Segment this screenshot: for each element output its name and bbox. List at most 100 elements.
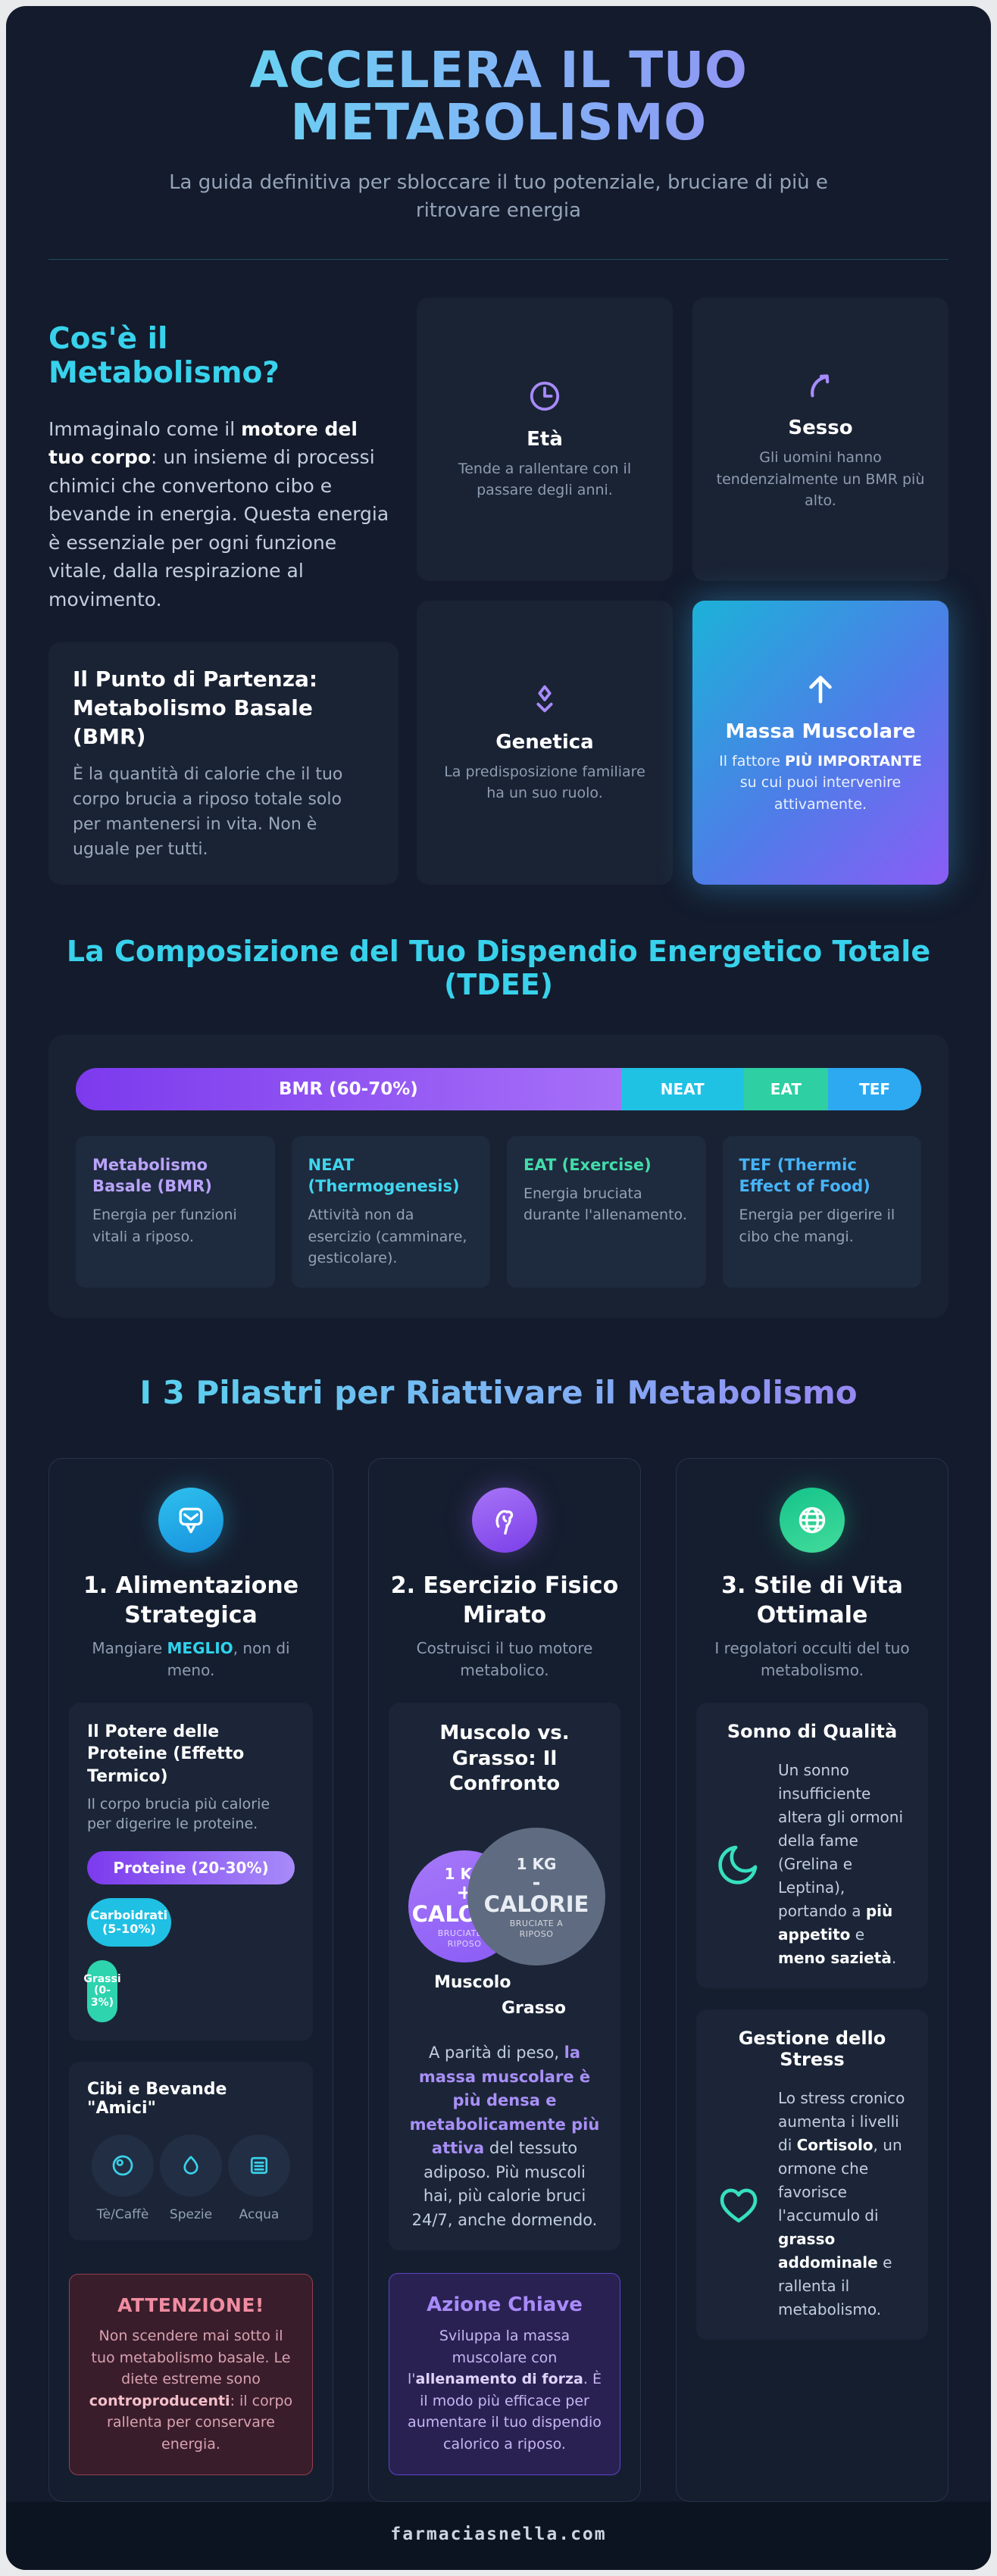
sleep-body-part: . xyxy=(891,1948,897,1967)
pill-carboidrati: Carboidrati (5-10%) xyxy=(87,1898,171,1947)
factor-title: Sesso xyxy=(788,417,853,440)
page-subtitle: La guida definitiva per sbloccare il tuo… xyxy=(169,170,828,223)
compare-body: A parità di peso, la massa muscolare è p… xyxy=(407,2041,602,2232)
spice-icon xyxy=(160,2134,222,2197)
factor-body: Tende a rallentare con il passare degli … xyxy=(458,460,632,499)
factor-card-eta: Età Tende a rallentare con il passare de… xyxy=(417,297,673,582)
intro-paragraph-bold: motore del tuo corpo xyxy=(48,417,358,469)
stress-title: Gestione dello Stress xyxy=(738,2027,886,2070)
page-title: ACCELERA IL TUO METABOLISMO xyxy=(48,44,949,149)
fat-sign: - xyxy=(532,1871,541,1894)
tdee-stacked-bar: BMR (60-70%) NEAT EAT TEF xyxy=(76,1067,921,1110)
footer: farmaciasnella.com xyxy=(6,2502,991,2571)
pillar-esercizio: 2. Esercizio Fisico Mirato Costruisci il… xyxy=(368,1457,641,2503)
stress-body-bold: grasso addominale xyxy=(778,2229,878,2272)
tdee-definitions: Metabolismo Basale (BMR) Energia per fun… xyxy=(76,1135,921,1288)
tdee-def-title: NEAT (Thermogenesis) xyxy=(308,1155,460,1195)
water-list-icon xyxy=(228,2134,290,2197)
tdee-heading: La Composizione del Tuo Dispendio Energe… xyxy=(66,934,931,1001)
compare-title: Muscolo vs. Grasso: Il Confronto xyxy=(439,1721,570,1796)
tdee-card: BMR (60-70%) NEAT EAT TEF Metabolismo Ba… xyxy=(48,1034,949,1318)
friend-label: Spezie xyxy=(169,2207,213,2223)
bmr-card: Il Punto di Partenza: Metabolismo Basale… xyxy=(48,642,398,885)
clock-icon xyxy=(527,378,562,414)
moon-icon xyxy=(714,1841,763,1888)
arrow-up-icon xyxy=(803,670,838,707)
food-bowl-icon xyxy=(158,1487,223,1553)
factor-card-massa-muscolare: Massa Muscolare Il fattore PIÙ IMPORTANT… xyxy=(692,601,949,885)
warning-body-part: Non scendere mai sotto il tuo metabolism… xyxy=(91,2328,291,2388)
warning-body-bold: controproducenti xyxy=(89,2392,230,2409)
sleep-title: Sonno di Qualità xyxy=(727,1720,898,1742)
factor-body-part: Il fattore xyxy=(719,752,785,770)
tdee-def-neat: NEAT (Thermogenesis) Attività non da ese… xyxy=(291,1135,490,1288)
friends-row: Tè/Caffè Spezie Acqua xyxy=(87,2134,295,2222)
heart-icon xyxy=(714,2181,763,2228)
compare-body-part: A parità di peso, xyxy=(428,2044,564,2062)
pillar-subtitle-part: , non di meno. xyxy=(167,1638,290,1679)
tdee-def-body: Energia per digerire il cibo che mangi. xyxy=(739,1207,895,1245)
stress-body: Lo stress cronico aumenta i livelli di C… xyxy=(778,2087,910,2322)
stress-row: Lo stress cronico aumenta i livelli di C… xyxy=(714,2087,910,2322)
spacer xyxy=(69,2240,313,2262)
pillar-subtitle: Costruisci il tuo motore metabolico. xyxy=(416,1638,593,1679)
pillar-title: 1. Alimentazione Strategica xyxy=(83,1572,299,1628)
tdee-def-title: TEF (Thermic Effect of Food) xyxy=(739,1155,870,1195)
factor-title: Età xyxy=(527,427,563,451)
intro-paragraph: Immaginalo come il motore del tuo corpo:… xyxy=(48,415,398,614)
friends-card-title: Cibi e Bevande "Amici" xyxy=(87,2080,227,2119)
muscle-label: Muscolo xyxy=(434,1973,511,1993)
tdee-def-body: Energia bruciata durante l'allenamento. xyxy=(524,1185,687,1224)
coffee-cup-icon xyxy=(92,2134,154,2197)
tdee-def-body: Energia per funzioni vitali a riposo. xyxy=(92,1207,237,1245)
tdee-def-body: Attività non da esercizio (camminare, ge… xyxy=(308,1207,467,1267)
sleep-body-part: e xyxy=(850,1925,865,1944)
tdee-def-eat: EAT (Exercise) Energia bruciata durante … xyxy=(507,1135,706,1288)
action-title: Azione Chiave xyxy=(427,2293,583,2317)
pillar-subtitle: I regolatori occulti del tuo metabolismo… xyxy=(714,1638,910,1679)
gender-icon xyxy=(803,367,838,403)
sleep-body: Un sonno insufficiente altera gli ormoni… xyxy=(778,1759,910,1970)
tdee-def-title: EAT (Exercise) xyxy=(524,1155,652,1174)
friend-label: Acqua xyxy=(239,2207,280,2223)
pillar-title: 2. Esercizio Fisico Mirato xyxy=(390,1572,619,1628)
bmr-card-body: È la quantità di calorie che il tuo corp… xyxy=(73,764,343,859)
warning-title: ATTENZIONE! xyxy=(117,2294,264,2317)
pillar-stile-di-vita: 3. Stile di Vita Ottimale I regolatori o… xyxy=(676,1457,949,2503)
friend-acqua: Acqua xyxy=(225,2134,293,2222)
pillar-subtitle: Mangiare MEGLIO, non di meno. xyxy=(69,1638,313,1681)
protein-card-body: Il corpo brucia più calorie per digerire… xyxy=(87,1795,270,1833)
sleep-body-bold: meno sazietà xyxy=(778,1948,892,1967)
fat-kg: 1 KG xyxy=(516,1854,557,1873)
tdee-segment-eat: EAT xyxy=(743,1067,829,1110)
friend-spezie: Spezie xyxy=(157,2134,225,2222)
tdee-segment-neat: NEAT xyxy=(620,1067,744,1110)
tdee-def-bmr: Metabolismo Basale (BMR) Energia per fun… xyxy=(76,1135,275,1288)
section-tdee: La Composizione del Tuo Dispendio Energe… xyxy=(48,935,949,1318)
fat-sub: BRUCIATE A RIPOSO xyxy=(509,1919,564,1939)
sleep-body-part: Un sonno insufficiente altera gli ormoni… xyxy=(778,1760,904,1920)
section-pillars: 1. Alimentazione Strategica Mangiare MEG… xyxy=(48,1457,949,2503)
globe-icon xyxy=(780,1487,845,1553)
factor-body: Il fattore PIÙ IMPORTANTE su cui puoi in… xyxy=(711,751,930,816)
factor-card-genetica: Genetica La predisposizione familiare ha… xyxy=(417,601,673,885)
sleep-card: Sonno di Qualità Un sonno insufficiente … xyxy=(696,1702,928,1988)
protein-card: Il Potere delle Proteine (Effetto Termic… xyxy=(69,1702,313,2041)
stress-card: Gestione dello Stress Lo stress cronico … xyxy=(696,2009,928,2340)
fat-word: CALORIE xyxy=(483,1891,589,1917)
warning-body: Non scendere mai sotto il tuo metabolism… xyxy=(86,2325,295,2455)
pillar-subtitle-part: Mangiare xyxy=(92,1638,167,1657)
pillar-alimentazione: 1. Alimentazione Strategica Mangiare MEG… xyxy=(48,1457,333,2503)
footer-site-link[interactable]: farmaciasnella.com xyxy=(390,2524,607,2545)
pillar-subtitle-accent: MEGLIO xyxy=(167,1638,233,1657)
factor-body-bold: PIÙ IMPORTANTE xyxy=(785,752,922,770)
intro-paragraph-part: Immaginalo come il xyxy=(48,417,242,440)
pill-proteine: Proteine (20-30%) xyxy=(87,1851,295,1885)
bmr-card-title: Il Punto di Partenza: Metabolismo Basale… xyxy=(73,667,318,749)
action-card: Azione Chiave Sviluppa la massa muscolar… xyxy=(389,2273,620,2476)
pill-grassi: Grassi (0-3%) xyxy=(83,1960,121,2023)
action-body: Sviluppa la massa muscolare con l'allena… xyxy=(406,2325,603,2455)
tdee-segment-tef: TEF xyxy=(828,1067,921,1110)
header: ACCELERA IL TUO METABOLISMO La guida def… xyxy=(48,6,949,260)
infographic-page: ACCELERA IL TUO METABOLISMO La guida def… xyxy=(6,6,991,2571)
